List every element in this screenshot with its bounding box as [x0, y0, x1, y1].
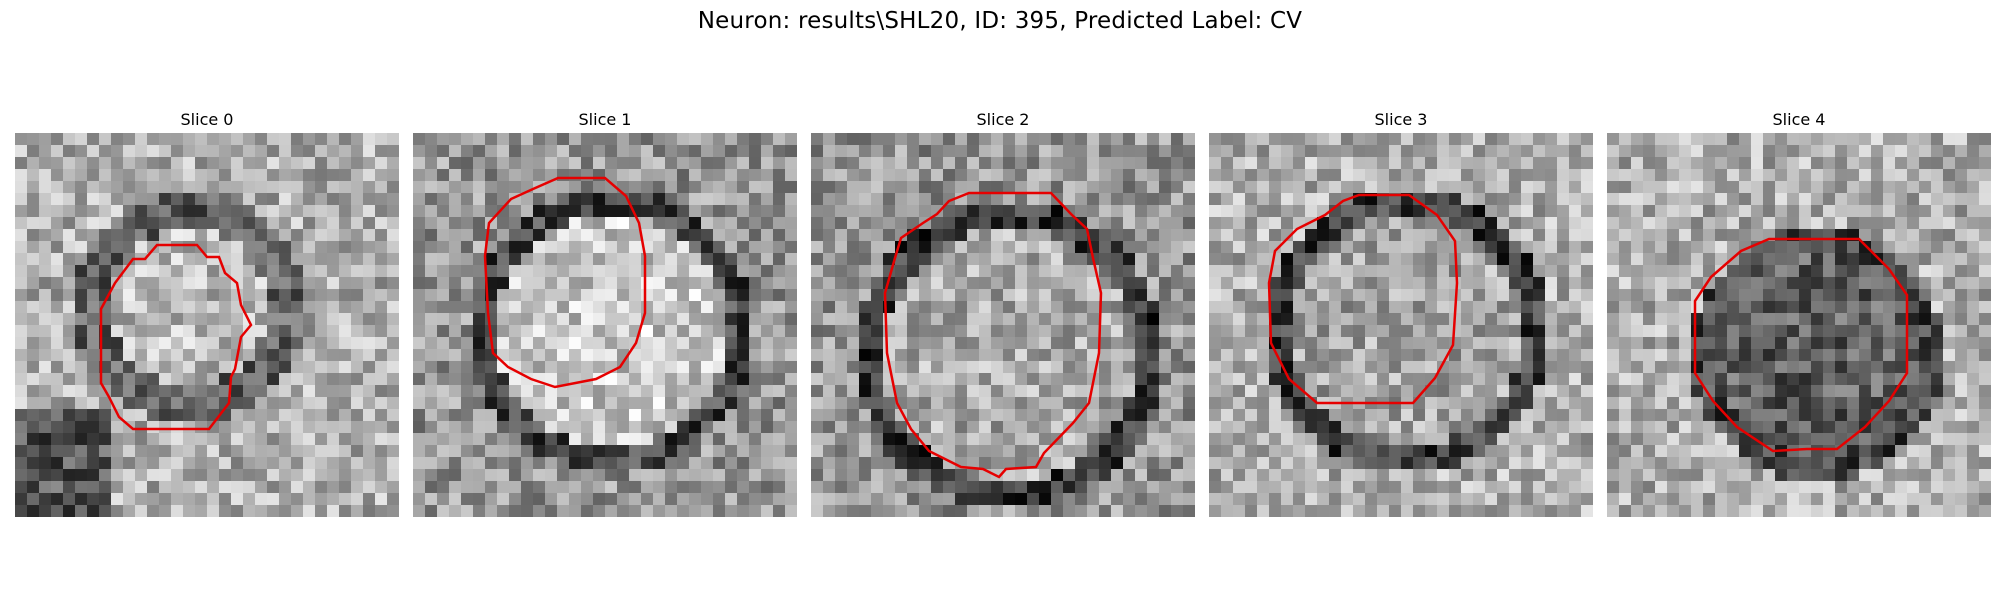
roi-contour-1 [483, 176, 647, 389]
slice-title-1: Slice 1 [578, 110, 632, 129]
slice-image-0 [15, 133, 399, 517]
grayscale-patch-3 [1209, 133, 1593, 517]
roi-contour-3 [1267, 193, 1459, 405]
slice-title-2: Slice 2 [976, 110, 1030, 129]
grayscale-patch-1 [413, 133, 797, 517]
slice-image-3 [1209, 133, 1593, 517]
grayscale-patch-4 [1607, 133, 1991, 517]
slice-title-3: Slice 3 [1374, 110, 1428, 129]
slice-title-0: Slice 0 [180, 110, 234, 129]
slice-panel-4: Slice 4 [1607, 108, 1991, 517]
slice-image-2 [811, 133, 1195, 517]
roi-contour-0 [99, 243, 253, 431]
figure-title: Neuron: results\SHL20, ID: 395, Predicte… [697, 8, 1303, 34]
slice-panel-0: Slice 0 [15, 108, 399, 517]
slice-panel-1: Slice 1 [413, 108, 797, 517]
grayscale-patch-0 [15, 133, 399, 517]
slice-image-1 [413, 133, 797, 517]
slice-image-4 [1607, 133, 1991, 517]
slice-panel-2: Slice 2 [811, 108, 1195, 517]
slice-title-4: Slice 4 [1772, 110, 1826, 129]
roi-contour-2 [883, 191, 1103, 479]
roi-contour-4 [1693, 237, 1909, 453]
grayscale-patch-2 [811, 133, 1195, 517]
slice-panel-3: Slice 3 [1209, 108, 1593, 517]
